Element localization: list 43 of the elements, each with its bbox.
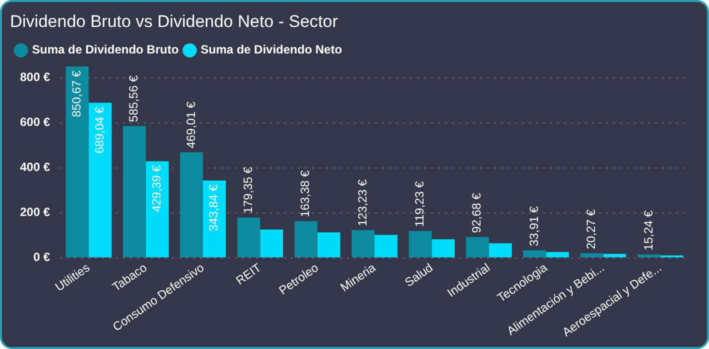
data-label: 33,91 €	[526, 206, 541, 246]
bar	[374, 234, 398, 258]
bar	[317, 232, 340, 258]
bar	[638, 254, 660, 258]
y-tick-label: 800 €	[20, 70, 50, 84]
data-label: 123,23 €	[355, 179, 370, 226]
bar	[146, 161, 169, 258]
data-label: 850,67 €	[69, 70, 84, 118]
y-tick-label: 200 €	[20, 205, 50, 220]
y-tick-label: 0 €	[33, 250, 50, 264]
bar	[88, 102, 112, 258]
bar	[432, 239, 455, 258]
y-tick-label: 600 €	[20, 115, 50, 130]
data-label: 15,24 €	[641, 210, 656, 250]
bar	[294, 221, 318, 258]
data-label: 689,04 €	[92, 106, 106, 154]
bar	[408, 231, 432, 258]
bar	[180, 152, 203, 258]
bar	[603, 254, 626, 258]
bar	[122, 126, 146, 258]
bar	[523, 250, 546, 258]
bar	[237, 218, 260, 258]
data-label: 163,38 €	[298, 170, 312, 218]
bar	[260, 230, 284, 258]
bar	[488, 243, 512, 258]
bar	[580, 253, 604, 258]
data-label: 343,84 €	[206, 184, 221, 232]
data-label: 20,27 €	[584, 208, 598, 250]
data-label: 179,35 €	[241, 166, 256, 214]
bar	[466, 237, 489, 258]
y-tick-label: 400 €	[20, 160, 50, 174]
chart-title: Dividendo Bruto vs Dividendo Neto - Sector	[10, 12, 338, 31]
data-label: 469,01 €	[184, 101, 198, 148]
bar	[546, 252, 569, 258]
bar	[202, 180, 226, 258]
bar	[66, 66, 89, 258]
data-label: 429,39 €	[150, 164, 164, 212]
legend-label: Suma de Dividendo Neto	[200, 42, 342, 57]
data-label: 119,23 €	[412, 180, 427, 228]
data-label: 92,68 €	[470, 192, 484, 234]
legend-label: Suma de Dividendo Bruto	[32, 42, 179, 57]
data-label: 585,56 €	[126, 75, 141, 122]
bar	[352, 230, 375, 258]
